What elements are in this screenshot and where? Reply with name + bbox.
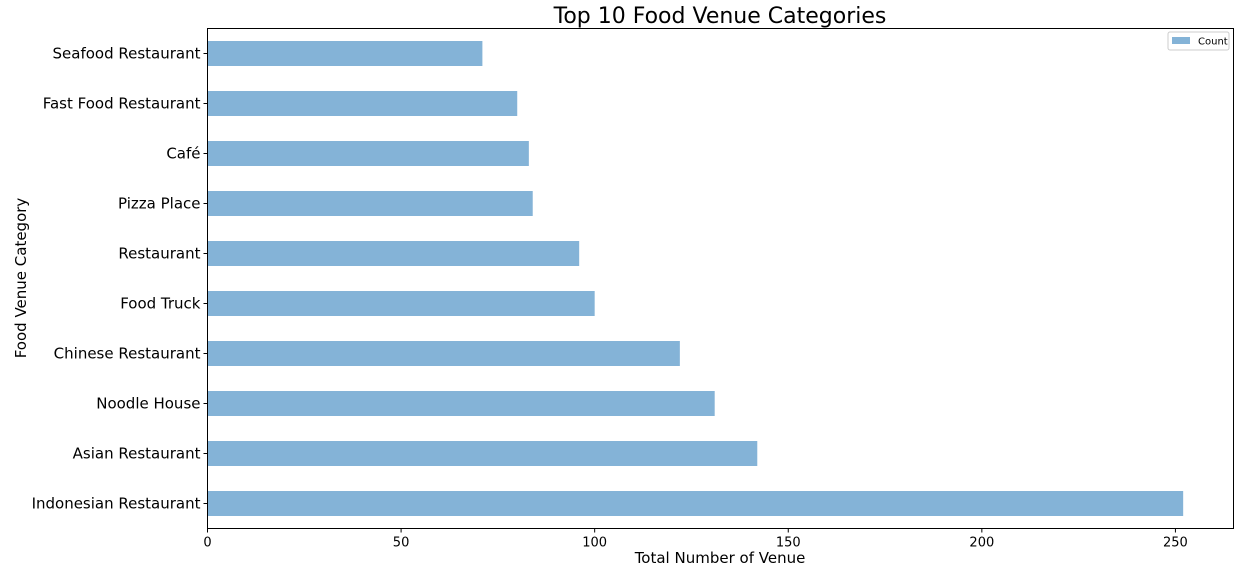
y-tick-label: Seafood Restaurant — [53, 45, 201, 63]
legend-label: Count — [1198, 37, 1228, 48]
y-axis-label: Food Venue Category — [12, 198, 30, 359]
x-tick-label: 200 — [969, 536, 994, 551]
y-tick-label: Fast Food Restaurant — [43, 95, 201, 113]
x-tick-label: 50 — [393, 536, 410, 551]
bar — [207, 391, 715, 416]
y-tick-label: Pizza Place — [118, 195, 200, 213]
bars-group — [207, 41, 1184, 516]
bar — [207, 491, 1184, 516]
y-tick-label: Restaurant — [118, 245, 200, 263]
legend-box — [1167, 31, 1230, 51]
legend-swatch — [1172, 37, 1190, 44]
x-axis-label: Total Number of Venue — [634, 549, 806, 567]
x-ticks-group: 0 50 100 150 200 250 — [203, 528, 1188, 551]
x-tick-label: 150 — [776, 536, 801, 551]
x-tick-label: 250 — [1163, 536, 1188, 551]
bar — [207, 291, 595, 316]
bar — [207, 191, 533, 216]
y-tick-label: Food Truck — [120, 295, 201, 313]
x-tick-label: 100 — [582, 536, 607, 551]
legend: Count — [1167, 31, 1230, 51]
bar — [207, 241, 580, 266]
y-tick-label: Noodle House — [96, 395, 200, 413]
chart-title: Top 10 Food Venue Categories — [553, 4, 887, 29]
bar — [207, 341, 680, 366]
y-tick-label: Chinese Restaurant — [54, 345, 201, 363]
bar — [207, 41, 483, 66]
y-tick-label: Indonesian Restaurant — [32, 495, 201, 513]
bar — [207, 91, 518, 116]
bar — [207, 441, 758, 466]
y-tick-label: Café — [166, 145, 200, 163]
x-tick-label: 0 — [203, 536, 211, 551]
plot-frame — [207, 28, 1234, 529]
y-tick-label: Asian Restaurant — [73, 445, 201, 463]
bar — [207, 141, 529, 166]
y-ticks-group: Indonesian Restaurant Asian Restaurant Noo… — [32, 45, 208, 513]
